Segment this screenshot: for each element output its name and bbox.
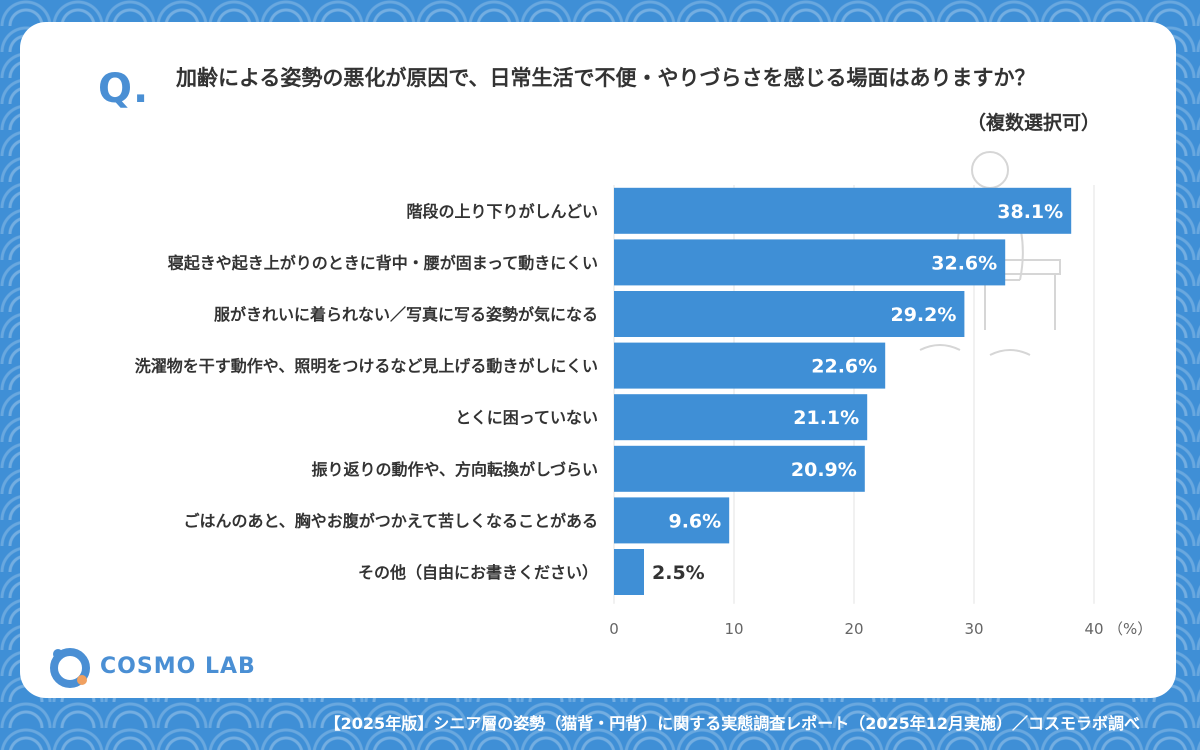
category-label: ごはんのあと、胸やお腹がつかえて苦しくなることがある	[183, 511, 598, 530]
card	[20, 22, 1176, 698]
cosmo-lab-logo-icon	[50, 648, 90, 688]
category-label: その他（自由にお書きください）	[358, 563, 598, 582]
data-label: 9.6%	[668, 510, 721, 532]
logo-text: COSMO LAB	[100, 653, 256, 679]
data-label: 38.1%	[997, 201, 1063, 223]
category-label: 服がきれいに着られない／写真に写る姿勢が気になる	[214, 305, 598, 324]
bar	[614, 394, 868, 441]
x-axis-unit: （%）	[1108, 620, 1152, 638]
bar	[614, 497, 730, 544]
question-note: （複数選択可）	[966, 112, 1100, 134]
question-text: 加齢による姿勢の悪化が原因で、日常生活で不便・やりづらさを感じる場面はありますか…	[176, 66, 1036, 90]
bar	[614, 187, 1072, 234]
category-label: 振り返りの動作や、方向転換がしづらい	[311, 460, 598, 479]
x-tick-label: 40	[1084, 620, 1103, 638]
data-label: 32.6%	[931, 252, 997, 274]
bar	[614, 239, 1006, 286]
category-label: 寝起きや起き上がりのときに背中・腰が固まって動きにくい	[168, 253, 598, 272]
x-tick-label: 0	[609, 620, 619, 638]
bar	[614, 342, 886, 389]
data-label: 29.2%	[890, 304, 956, 326]
bar	[614, 549, 644, 595]
data-label: 21.1%	[793, 407, 859, 429]
x-tick-label: 20	[844, 620, 863, 638]
question-mark: Q.	[98, 66, 150, 112]
data-label: 20.9%	[791, 459, 857, 481]
data-label: 22.6%	[811, 356, 877, 378]
category-label: 階段の上り下りがしんどい	[406, 202, 598, 221]
category-label: 洗濯物を干す動作や、照明をつけるなど見上げる動きがしにくい	[135, 357, 598, 376]
logo: COSMO LAB	[44, 644, 256, 688]
footer-source: 【2025年版】シニア層の姿勢（猫背・円背）に関する実態調査レポート（2025年…	[324, 714, 1140, 733]
x-tick-label: 10	[724, 620, 743, 638]
data-label: 2.5%	[652, 562, 705, 584]
category-label: とくに困っていない	[455, 408, 598, 427]
bar	[614, 445, 865, 492]
x-tick-label: 30	[964, 620, 983, 638]
bar	[614, 291, 965, 337]
